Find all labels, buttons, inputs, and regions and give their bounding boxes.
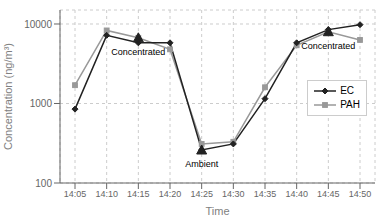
svg-text:14:45: 14:45	[317, 189, 340, 199]
svg-text:Concentrated: Concentrated	[111, 47, 165, 57]
svg-text:100: 100	[35, 178, 52, 189]
svg-text:14:10: 14:10	[95, 189, 118, 199]
svg-text:10000: 10000	[24, 19, 52, 30]
svg-text:14:30: 14:30	[222, 189, 245, 199]
svg-text:14:35: 14:35	[254, 189, 277, 199]
svg-text:Ambient: Ambient	[185, 159, 219, 169]
svg-text:14:25: 14:25	[190, 189, 213, 199]
svg-text:Concentrated: Concentrated	[301, 41, 355, 51]
svg-text:Time: Time	[205, 205, 229, 217]
svg-text:14:05: 14:05	[64, 189, 87, 199]
svg-text:14:15: 14:15	[127, 189, 150, 199]
html-text:EC: EC	[340, 85, 355, 96]
svg-text:14:50: 14:50	[349, 189, 372, 199]
svg-text:Concentration (ng/m³): Concentration (ng/m³)	[8, 43, 14, 150]
svg-text:1000: 1000	[30, 98, 53, 109]
svg-text:14:40: 14:40	[285, 189, 308, 199]
svg-text:14:20: 14:20	[159, 189, 182, 199]
html-text:PAH: PAH	[340, 99, 360, 110]
